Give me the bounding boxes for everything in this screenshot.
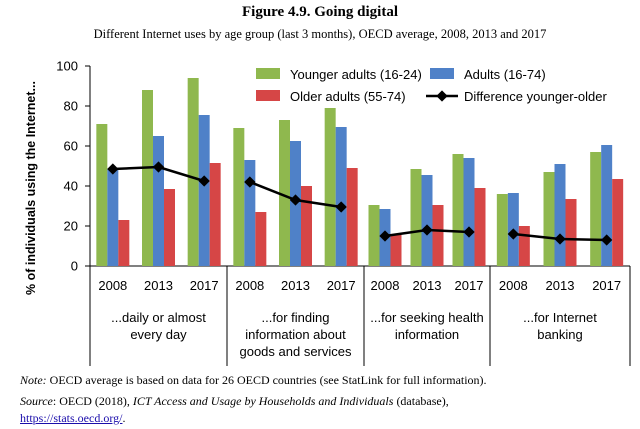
y-tick-label: 0 [71,259,78,274]
legend-label: Older adults (55-74) [290,89,406,104]
bar [301,186,312,266]
year-label: 2017 [455,278,484,293]
difference-marker [379,230,391,242]
year-label: 2008 [98,278,127,293]
bar [474,188,486,266]
bar [233,128,245,266]
group-label: information [395,327,459,342]
y-tick-label: 40 [64,179,78,194]
bar [452,154,464,266]
bar [107,169,119,266]
source-title: ICT Access and Usage by Households and I… [132,394,394,408]
year-label: 2008 [499,278,528,293]
year-label: 2017 [592,278,621,293]
difference-marker [152,161,165,173]
y-tick-label: 60 [64,139,78,154]
figure-source: Source: OECD (2018), ICT Access and Usag… [20,393,632,427]
legend-label: Adults (16-74) [464,67,546,82]
difference-line [107,161,613,246]
y-tick-label: 100 [56,59,78,74]
bar [432,205,444,266]
year-label: 2008 [371,278,400,293]
bar [410,169,422,266]
bar [612,179,624,266]
source-text-2: (database), [393,394,449,408]
difference-marker [421,224,433,236]
group-label: ...for finding [262,310,330,325]
difference-marker [198,175,210,187]
difference-marker [335,201,347,213]
bar [390,234,402,266]
difference-marker [244,176,256,188]
source-end: . [122,411,126,425]
group-label: every day [130,327,187,342]
year-label: 2008 [235,278,264,293]
bar [543,172,555,266]
bar [255,212,267,266]
difference-marker [554,233,566,245]
legend-swatch [430,68,454,79]
bar [368,205,380,266]
y-tick-label: 80 [64,99,78,114]
year-label: 2017 [327,278,356,293]
bar [554,164,566,266]
year-label: 2013 [144,278,173,293]
bar [279,120,290,266]
source-link[interactable]: https://stats.oecd.org/ [20,411,123,425]
group-label: information about [245,327,346,342]
source-text-1: : OECD (2018), [52,394,133,408]
group-label: ...for Internet [523,310,597,325]
bar [463,158,475,266]
figure-subtitle: Different Internet uses by age group (la… [93,27,547,41]
y-axis-label: % of individuals using the Internet... [24,81,38,295]
bar [496,194,508,266]
y-tick-label: 20 [64,219,78,234]
bar [324,108,336,266]
legend-label: Difference younger-older [464,89,608,104]
year-label: 2013 [413,278,442,293]
legend-marker [436,90,448,102]
group-label: banking [537,327,583,342]
bar [209,163,221,266]
bar [153,136,164,266]
bar [565,199,577,266]
bar [244,160,256,266]
bar [346,168,358,266]
difference-marker [463,226,475,238]
difference-marker [507,228,519,240]
bar [421,175,433,266]
year-label: 2017 [190,278,219,293]
bar [187,78,199,266]
bar [142,90,153,266]
group-label: goods and services [239,344,352,359]
difference-marker [289,194,302,206]
bar [96,124,108,266]
bar-line-chart: 0 20 40 60 80 100 2008 2013 2017 ...daily or alm… [24,59,631,366]
difference-marker [601,234,613,246]
bar [118,220,130,266]
x-axis-labels: 2008 2013 2017 ...daily or almost every day 2… [98,278,621,359]
legend-swatch [256,90,280,101]
bar [164,189,175,266]
group-label: ...for seeking health [370,310,483,325]
chart-axes: 0 20 40 60 80 100 [56,59,631,366]
chart-legend: Younger adults (16-24) Adults (16-74) Olde… [256,67,608,104]
group-label: ...daily or almost [111,310,206,325]
source-label: Source [20,394,53,408]
year-label: 2013 [281,278,310,293]
note-label: Note: [20,373,47,387]
legend-label: Younger adults (16-24) [290,67,422,82]
bar [335,127,347,266]
figure-note: Note: OECD average is based on data for … [20,373,630,388]
bar [518,226,530,266]
legend-swatch [256,68,280,79]
bar [601,145,613,266]
bar [590,152,602,266]
year-label: 2013 [546,278,575,293]
figure-title: Figure 4.9. Going digital [242,4,398,20]
note-text: OECD average is based on data for 26 OEC… [46,373,487,387]
bar [198,115,210,266]
